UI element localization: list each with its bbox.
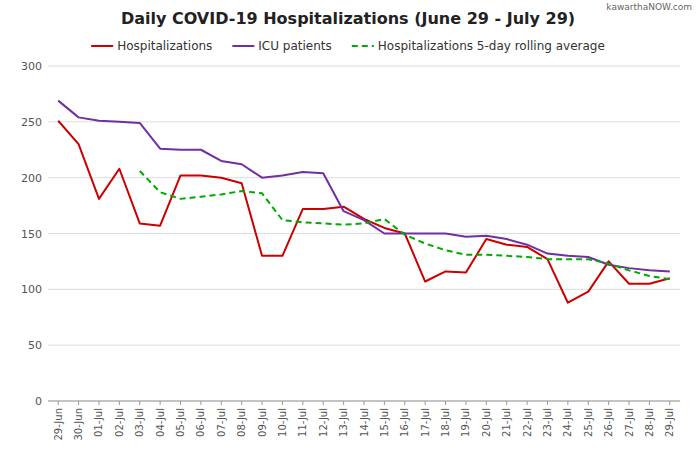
x-tick xyxy=(323,401,324,405)
x-tick xyxy=(78,401,79,405)
annotation: kawarthaNOW.com xyxy=(606,2,692,12)
x-tick-label: 02-Jul xyxy=(114,408,125,437)
x-tick xyxy=(404,401,405,405)
y-tick-label: 200 xyxy=(21,172,42,185)
x-tick xyxy=(567,401,568,405)
x-tick xyxy=(608,401,609,405)
grid-line xyxy=(48,121,680,122)
x-tick xyxy=(58,401,59,405)
x-tick-label: 28-Jul xyxy=(644,408,655,437)
x-tick-label: 01-Jul xyxy=(93,408,104,437)
x-tick-label: 27-Jul xyxy=(624,408,635,437)
grid-line xyxy=(48,289,680,290)
x-tick-label: 06-Jul xyxy=(195,408,206,437)
y-tick-label: 50 xyxy=(28,339,42,352)
x-tick xyxy=(343,401,344,405)
legend-label: Hospitalizations xyxy=(117,39,212,53)
x-tick-label: 29-Jun xyxy=(53,408,64,441)
series-line xyxy=(140,171,670,279)
y-tick-label: 150 xyxy=(21,228,42,241)
x-tick xyxy=(200,401,201,405)
y-tick-label: 250 xyxy=(21,116,42,129)
x-tick-label: 17-Jul xyxy=(420,408,431,437)
legend-label: ICU patients xyxy=(258,39,331,53)
series-group xyxy=(58,101,670,303)
legend-swatch xyxy=(91,45,113,47)
x-tick xyxy=(486,401,487,405)
x-tick xyxy=(302,401,303,405)
title: Daily COVID-19 Hospitalizations (June 29… xyxy=(121,9,575,28)
legend: Hospitalizations ICU patients Hospitalizat… xyxy=(91,39,605,53)
x-tick-label: 26-Jul xyxy=(603,408,614,437)
x-tick xyxy=(119,401,120,405)
x-tick-label: 18-Jul xyxy=(440,408,451,437)
grid-line xyxy=(48,177,680,178)
x-tick-label: 24-Jul xyxy=(562,408,573,437)
x-tick-label: 16-Jul xyxy=(399,408,410,437)
x-tick-label: 19-Jul xyxy=(460,408,471,437)
x-tick-label: 15-Jul xyxy=(379,408,390,437)
grid-line xyxy=(48,66,680,67)
x-tick-label: 30-Jun xyxy=(73,408,84,441)
x-tick xyxy=(282,401,283,405)
x-tick-label: 08-Jul xyxy=(236,408,247,437)
x-tick-label: 10-Jul xyxy=(277,408,288,437)
x-tick xyxy=(629,401,630,405)
x-tick xyxy=(98,401,99,405)
x-tick xyxy=(669,401,670,405)
x-tick-label: 20-Jul xyxy=(481,408,492,437)
x-tick-label: 21-Jul xyxy=(501,408,512,437)
x-tick xyxy=(588,401,589,405)
x-tick xyxy=(445,401,446,405)
x-tick xyxy=(180,401,181,405)
series-line xyxy=(58,121,670,303)
x-tick xyxy=(139,401,140,405)
grid-line xyxy=(48,233,680,234)
x-tick-label: 25-Jul xyxy=(583,408,594,437)
x-tick-label: 22-Jul xyxy=(522,408,533,437)
y-tick-label: 0 xyxy=(35,395,42,408)
x-axis: 29-Jun 30-Jun 01-Jul 02-Jul 03-Jul 04-Jul 05-J… xyxy=(48,401,680,441)
x-tick xyxy=(160,401,161,405)
x-tick xyxy=(649,401,650,405)
x-tick-label: 12-Jul xyxy=(318,408,329,437)
x-tick-label: 14-Jul xyxy=(359,408,370,437)
x-tick-label: 04-Jul xyxy=(155,408,166,437)
y-tick-label: 300 xyxy=(21,60,42,73)
legend-swatch xyxy=(232,45,254,47)
x-tick-label: 03-Jul xyxy=(134,408,145,437)
x-tick-label: 29-Jul xyxy=(664,408,675,437)
chart: Daily COVID-19 Hospitalizations (June 29… xyxy=(0,0,696,463)
x-tick xyxy=(527,401,528,405)
x-tick xyxy=(221,401,222,405)
x-tick xyxy=(364,401,365,405)
x-tick xyxy=(465,401,466,405)
y-axis: 0 50 100 150 200 250 300 xyxy=(21,60,680,408)
x-tick xyxy=(241,401,242,405)
x-tick-label: 09-Jul xyxy=(257,408,268,437)
x-tick-label: 13-Jul xyxy=(338,408,349,437)
x-tick-label: 23-Jul xyxy=(542,408,553,437)
legend-swatch xyxy=(352,45,374,47)
y-tick-label: 100 xyxy=(21,283,42,296)
x-tick-label: 07-Jul xyxy=(216,408,227,437)
x-tick xyxy=(506,401,507,405)
grid-line xyxy=(48,345,680,346)
x-tick xyxy=(547,401,548,405)
legend-label: Hospitalizations 5-day rolling average xyxy=(378,39,605,53)
x-tick-label: 11-Jul xyxy=(297,408,308,437)
series-line xyxy=(58,101,670,272)
x-tick xyxy=(262,401,263,405)
x-tick xyxy=(425,401,426,405)
x-tick-label: 05-Jul xyxy=(175,408,186,437)
x-tick xyxy=(384,401,385,405)
